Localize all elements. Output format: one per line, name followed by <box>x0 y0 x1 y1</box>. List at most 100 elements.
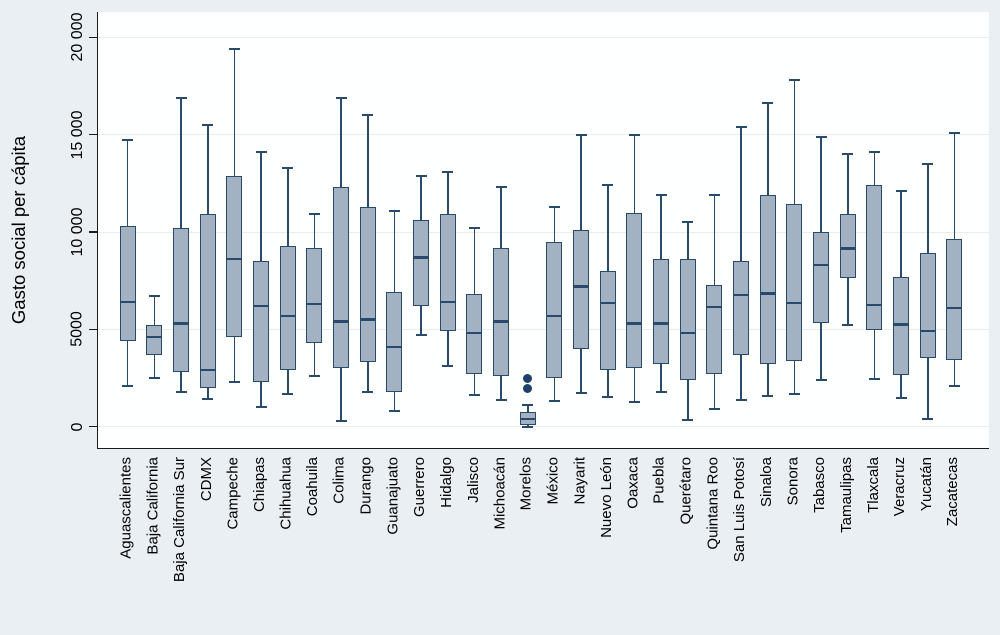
box <box>679 259 696 380</box>
box <box>359 206 376 363</box>
median-line <box>919 330 936 333</box>
y-axis-title: Gasto social per cápita <box>8 135 29 325</box>
median-line <box>786 301 803 305</box>
median-line <box>493 320 510 323</box>
gridline <box>98 426 989 428</box>
whisker-cap-bottom <box>468 393 480 396</box>
box <box>493 247 510 377</box>
median-line <box>626 322 643 325</box>
whisker-cap-top <box>255 151 267 154</box>
whisker-cap-bottom <box>415 334 427 337</box>
whisker-cap-bottom <box>602 395 614 398</box>
median-line <box>146 335 163 339</box>
whisker-cap-top <box>628 133 640 136</box>
whisker-cap-top <box>842 153 854 156</box>
whisker-cap-top <box>495 186 507 189</box>
whisker-cap-top <box>308 213 320 216</box>
median-line <box>279 314 296 317</box>
x-axis-label: Puebla <box>651 457 669 504</box>
box <box>759 195 776 365</box>
median-line <box>199 369 216 372</box>
whisker-cap-top <box>228 47 240 50</box>
x-axis-label: San Luis Potosí <box>731 457 749 563</box>
whisker-cap-top <box>922 162 934 165</box>
whisker-cap-bottom <box>788 392 800 395</box>
outlier-dot <box>523 374 533 384</box>
whisker-cap-bottom <box>228 380 240 383</box>
x-axis-label: Durango <box>357 457 375 515</box>
box <box>199 214 216 388</box>
box <box>626 212 643 369</box>
whisker-cap-top <box>468 227 480 230</box>
whisker-cap-top <box>895 190 907 193</box>
box <box>119 226 136 342</box>
y-tick-label: 5000 <box>69 311 86 348</box>
median-line <box>573 285 590 288</box>
x-axis-label: Hidalgo <box>437 457 455 508</box>
whisker-cap-top <box>682 221 694 224</box>
x-axis-label: Aguascalientes <box>117 457 135 559</box>
box <box>813 232 830 323</box>
median-line <box>359 318 376 321</box>
median-line <box>759 292 776 295</box>
y-tick-label: 20 000 <box>69 12 86 62</box>
box <box>893 276 910 376</box>
whisker-cap-bottom <box>388 410 400 413</box>
whisker-cap-bottom <box>148 377 160 380</box>
x-axis-label: Querétaro <box>677 457 695 525</box>
box <box>279 245 296 371</box>
x-axis-label: Oaxaca <box>624 457 642 509</box>
median-line <box>893 323 910 326</box>
whisker-cap-top <box>708 194 720 196</box>
y-axis-tick <box>89 425 97 428</box>
whisker-cap-bottom <box>655 390 667 393</box>
whisker-cap-top <box>815 135 827 138</box>
box <box>146 325 163 355</box>
median-line <box>706 305 723 309</box>
x-axis-label: Campeche <box>224 457 242 530</box>
outlier-dot <box>523 384 533 394</box>
median-line <box>253 304 270 308</box>
x-axis-label: Morelos <box>517 457 535 511</box>
x-axis-label: Coahuila <box>304 457 322 517</box>
median-line <box>839 247 856 250</box>
x-axis-label: Tlaxcala <box>864 457 882 513</box>
box <box>653 259 670 365</box>
median-line <box>306 302 323 306</box>
whisker-cap-top <box>575 133 587 136</box>
median-line <box>173 322 190 325</box>
whisker-cap-top <box>948 131 960 134</box>
y-tick-label: 0 <box>69 422 86 432</box>
x-axis-label: Yucatán <box>917 457 935 512</box>
whisker-cap-bottom <box>175 390 187 393</box>
median-line <box>599 301 616 305</box>
x-axis-label: México <box>544 457 562 505</box>
whisker-cap-bottom <box>202 398 214 401</box>
box <box>173 228 190 373</box>
whisker-cap-top <box>335 96 347 99</box>
whisker-cap-top <box>175 96 187 99</box>
whisker-cap-bottom <box>762 394 774 397</box>
whisker-cap-bottom <box>868 377 880 380</box>
y-axis-tick <box>89 36 97 39</box>
x-axis-label: Tamaulipas <box>837 457 855 533</box>
box <box>439 214 456 332</box>
whisker-cap-top <box>388 209 400 212</box>
whisker-cap-bottom <box>255 406 267 409</box>
x-axis-label: Chihuahua <box>277 457 295 530</box>
x-axis-label: Sinaloa <box>757 457 775 508</box>
box <box>386 292 403 392</box>
box <box>573 230 590 349</box>
median-line <box>546 314 563 317</box>
box <box>413 220 430 306</box>
gridline <box>98 231 989 233</box>
whisker-cap-top <box>415 174 427 177</box>
median-line <box>386 345 403 349</box>
whisker-cap-bottom <box>922 417 934 420</box>
whisker-cap-bottom <box>522 425 534 428</box>
x-axis-label: Baja California <box>144 457 162 555</box>
median-line <box>466 332 483 335</box>
whisker-cap-bottom <box>335 419 347 422</box>
whisker-cap-top <box>655 194 667 196</box>
box <box>839 213 856 278</box>
